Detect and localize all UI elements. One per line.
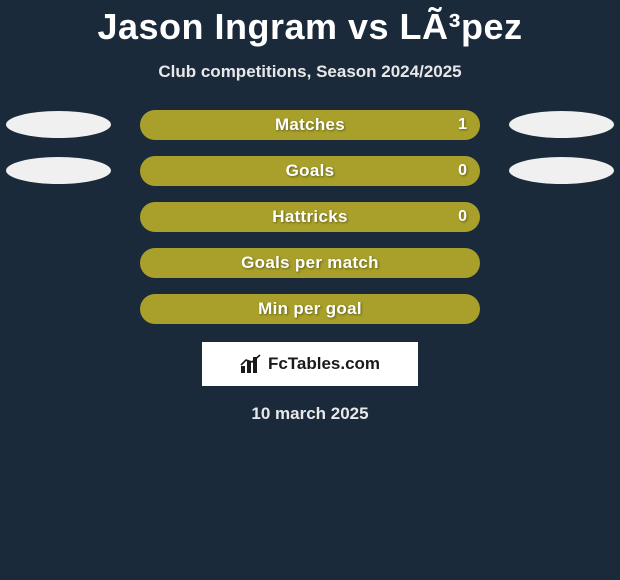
stat-value: 0 [458, 208, 467, 226]
stat-bar: Hattricks 0 [140, 202, 480, 232]
stat-label: Hattricks [272, 207, 347, 227]
stat-bar: Goals 0 [140, 156, 480, 186]
stat-row: Goals 0 [0, 156, 620, 186]
player-right-marker [509, 111, 614, 138]
stat-label: Goals per match [241, 253, 379, 273]
barchart-icon [240, 354, 264, 374]
player-left-marker [6, 157, 111, 184]
stat-bar: Min per goal [140, 294, 480, 324]
brand-name: FcTables.com [268, 354, 380, 374]
stat-row: Hattricks 0 [0, 202, 620, 232]
comparison-title: Jason Ingram vs LÃ³pez [0, 0, 620, 48]
snapshot-date: 10 march 2025 [0, 404, 620, 424]
player-left-marker [6, 111, 111, 138]
stat-row: Min per goal [0, 294, 620, 324]
stat-row: Goals per match [0, 248, 620, 278]
stat-row: Matches 1 [0, 110, 620, 140]
stat-label: Matches [275, 115, 345, 135]
stat-value: 1 [458, 116, 467, 134]
stat-label: Min per goal [258, 299, 362, 319]
stats-container: Matches 1 Goals 0 Hattricks 0 Goals per match M… [0, 110, 620, 324]
brand-logo-box: FcTables.com [202, 342, 418, 386]
player-right-marker [509, 157, 614, 184]
stat-bar: Goals per match [140, 248, 480, 278]
comparison-subtitle: Club competitions, Season 2024/2025 [0, 62, 620, 82]
stat-value: 0 [458, 162, 467, 180]
stat-bar: Matches 1 [140, 110, 480, 140]
stat-label: Goals [286, 161, 335, 181]
